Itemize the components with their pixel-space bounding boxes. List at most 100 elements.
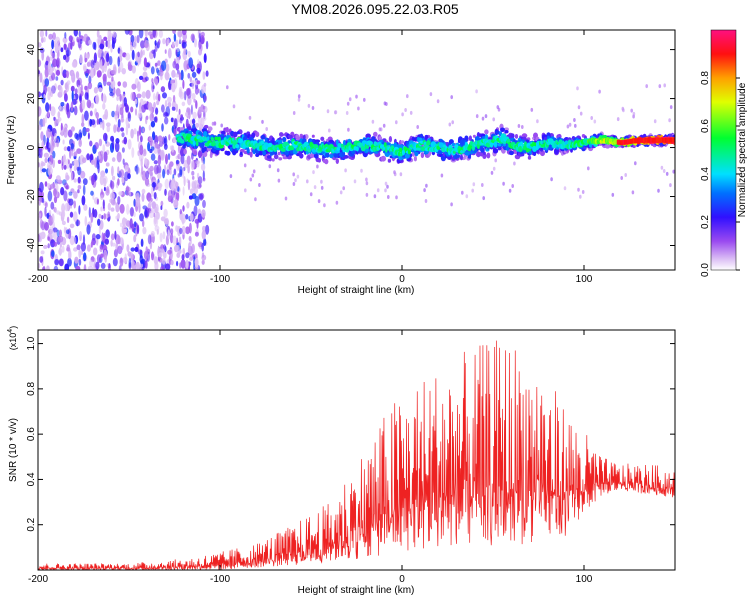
spectrogram-cell — [111, 200, 117, 206]
spectrogram-cell — [198, 194, 204, 201]
spectrogram-cell — [78, 139, 82, 148]
spectrogram-cell — [650, 137, 653, 143]
spectrogram-cell — [472, 134, 476, 138]
spectrogram-cell — [51, 52, 56, 59]
spectrogram-cell — [38, 142, 41, 148]
spectrogram-cell — [71, 90, 74, 102]
spectrogram-cell — [167, 249, 172, 255]
spectrogram-cell — [183, 176, 186, 187]
spectrogram-cell — [71, 71, 74, 78]
spectrogram-cell — [137, 249, 143, 255]
spectrogram-cell — [577, 105, 581, 110]
spectrogram-cell — [201, 209, 206, 218]
spectrogram-cell — [88, 75, 92, 84]
spectrogram-cell — [76, 244, 81, 251]
spectrogram-cell — [147, 31, 153, 36]
spectrogram-cell — [40, 250, 45, 255]
spectrogram-cell — [73, 211, 78, 223]
spectrogram-cell — [155, 107, 159, 115]
spectrogram-cell — [504, 127, 509, 131]
spectrogram-cell — [320, 179, 323, 184]
spectrogram-cell — [177, 30, 183, 38]
spectrogram-cell — [47, 190, 53, 202]
spectrogram-cell — [188, 195, 193, 200]
spectrogram-cell — [643, 137, 645, 143]
y-tick-label: 0.6 — [26, 427, 37, 441]
spectrogram-cell — [158, 39, 161, 45]
spectrogram-cell — [577, 187, 580, 192]
spectrogram-cell — [63, 164, 67, 170]
spectrogram-cell — [180, 69, 184, 81]
spectrogram-cell — [56, 229, 60, 237]
spectrogram-cell — [150, 230, 155, 237]
spectrogram-cell — [409, 110, 413, 115]
spectrogram-cell — [77, 176, 81, 184]
spectrogram-cell — [581, 190, 585, 194]
spectrogram-cell — [76, 166, 80, 171]
spectrogram-cell — [62, 139, 65, 145]
spectrogram-cell — [193, 205, 198, 217]
spectrogram-cell — [121, 147, 125, 153]
spectrogram-cell — [244, 188, 247, 193]
spectrogram-cell — [187, 72, 191, 79]
x-tick-label: -200 — [28, 574, 48, 585]
spectrogram-cell — [287, 140, 292, 144]
spectrogram-cell — [67, 159, 70, 165]
spectrogram-cell — [266, 155, 272, 159]
spectrogram-cell — [154, 225, 160, 232]
spectrogram-cell — [540, 150, 545, 157]
spectrogram-cell — [96, 254, 102, 263]
spectrogram-cell — [100, 262, 106, 269]
spectrogram-cell — [179, 127, 185, 132]
spectrogram-cell — [142, 226, 147, 235]
spectrogram-cell — [360, 145, 366, 152]
spectrogram-cell — [448, 139, 454, 145]
spectrogram-cell — [43, 244, 48, 249]
spectrogram-cell — [168, 134, 171, 141]
colorbar-tick-label: 0.0 — [700, 263, 711, 277]
spectrogram-cell — [536, 119, 539, 124]
spectrogram-cell — [38, 212, 42, 219]
spectrogram-cell — [287, 134, 293, 139]
spectrogram-cell — [107, 211, 111, 218]
spectrogram-cell — [127, 251, 132, 257]
spectrogram-cell — [150, 66, 155, 75]
spectrogram-cell — [380, 155, 386, 162]
spectrogram-cell — [86, 61, 91, 67]
snr-y-label: SNR (10 * v/v) — [8, 418, 19, 482]
spectrogram-cell — [175, 63, 180, 71]
spectrogram-cell — [191, 170, 195, 176]
spectrogram-cell — [191, 71, 197, 78]
spectrogram-cell — [131, 49, 135, 61]
spectrogram-cell — [157, 145, 161, 154]
snr-series-line — [38, 340, 675, 570]
spectrogram-cell — [461, 190, 464, 195]
spectrogram-cell — [187, 50, 191, 58]
spectrogram-cell — [76, 219, 79, 227]
spectrogram-cell — [164, 217, 169, 227]
spectrogram-cell — [672, 137, 675, 143]
spectrogram-cell — [175, 39, 179, 48]
spectrogram-cell — [451, 142, 456, 147]
spectrogram-cell — [53, 241, 58, 247]
spectrogram-cell — [99, 121, 103, 129]
spectrogram-cell — [202, 199, 206, 209]
spectrogram-cell — [249, 177, 253, 182]
spectrogram-cell — [102, 199, 105, 209]
spectrogram-cell — [173, 168, 177, 176]
spectrogram-cell — [82, 126, 87, 137]
spectrogram-cell — [174, 73, 180, 78]
spectrogram-cell — [190, 33, 195, 42]
spectrogram-cell — [75, 71, 80, 79]
spectrogram-cell — [78, 249, 82, 259]
spectrogram-cell — [268, 164, 272, 169]
spectrogram-cell — [57, 159, 62, 164]
spectrogram-cell — [163, 244, 167, 251]
spectrogram-cell — [101, 65, 105, 74]
spectrogram-cell — [339, 190, 343, 195]
spectrogram-cell — [482, 151, 486, 155]
spectrogram-cell — [165, 263, 171, 270]
spectrogram-cell — [624, 173, 627, 177]
spectrogram-cell — [664, 137, 667, 143]
spectrogram-cell — [191, 243, 195, 254]
